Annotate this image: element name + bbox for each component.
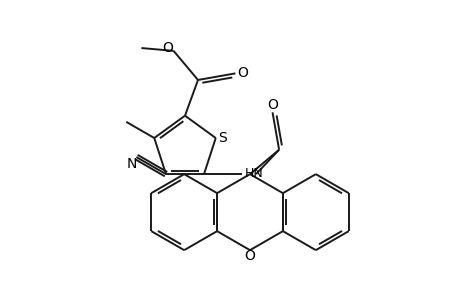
Text: O: O [162, 41, 173, 55]
Text: O: O [267, 98, 277, 112]
Text: N: N [126, 157, 136, 171]
Text: HN: HN [245, 167, 263, 180]
Text: O: O [236, 66, 247, 80]
Text: S: S [218, 131, 227, 145]
Text: O: O [244, 249, 255, 263]
